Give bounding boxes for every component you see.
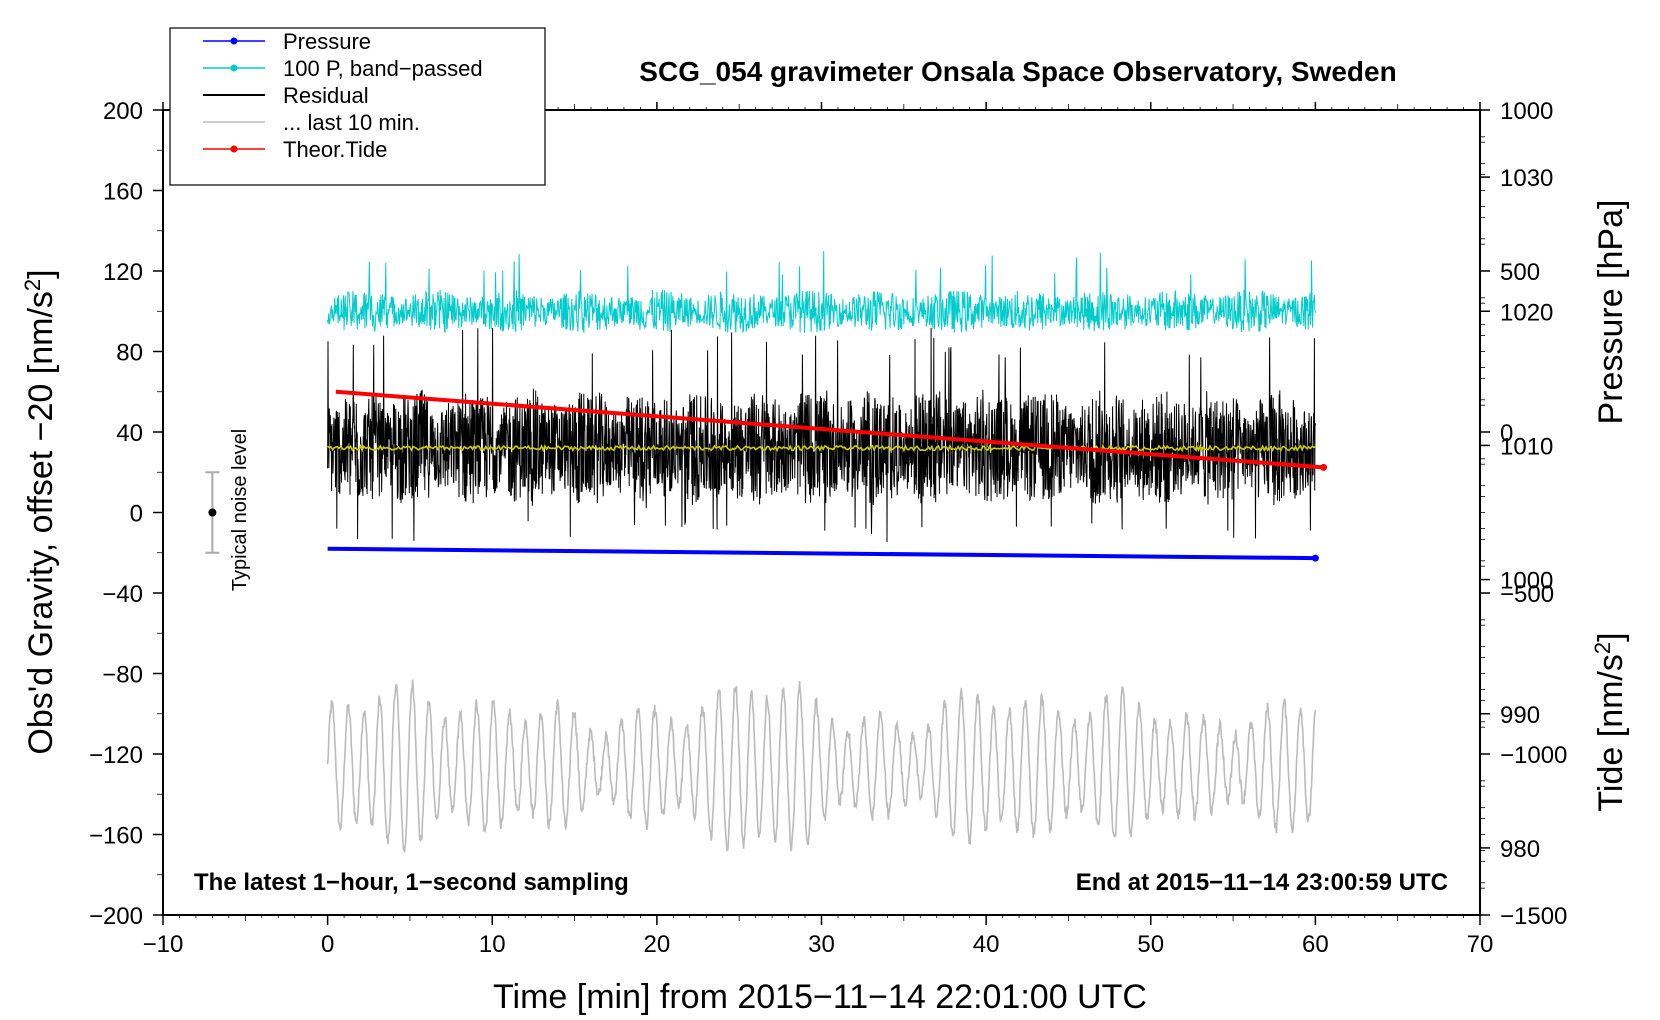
y-tick-label-7: −80 [102,662,143,689]
legend-label-2: Residual [283,83,369,108]
chart-title: SCG_054 gravimeter Onsala Space Observat… [639,56,1396,87]
noise-level-indicator [205,471,220,554]
y-tick-label-1: 160 [103,179,143,206]
series-pressure-bandpassed [327,251,1316,334]
legend-marker-1 [230,64,238,72]
y-axis-label-tide: Tide [nm/s2] [1590,632,1630,811]
pressure-tick-label-3: 1000 [1500,568,1553,595]
tick-layer: −10 0 10 20 30 40 50 60 7020016012080400−40−80−1… [89,98,1567,958]
y-tick-label-5: 0 [130,501,143,528]
y-axis-label-pressure: Pressure [hPa] [1592,200,1630,425]
noise-bar-center [208,508,217,517]
y-axis-label-left-sup: 2 [20,279,45,291]
legend-marker-4 [230,145,238,153]
data-layer [326,251,1328,853]
x-tick-label-6: 50 [1137,931,1164,958]
x-axis-label: Time [min] from 2015−11−14 22:01:00 UTC [493,978,1147,1016]
legend-marker-0 [230,37,238,45]
tide-tick-label-4: −1000 [1500,742,1567,769]
y-tick-label-4: 40 [116,420,143,447]
y-axis-label-left: Obs'd Gravity, offset −20 [nm/s2] [20,269,60,754]
y-axis-label-left-end: ] [22,269,60,278]
tide-tick-label-3: −500 [1500,581,1554,608]
series-tide-endpoint [1320,463,1328,471]
series-pressure-endpoint [1311,554,1319,562]
pressure-tick-label-0: 1030 [1500,165,1553,192]
y-tick-label-0: 200 [103,98,143,125]
y-tick-label-6: −40 [102,581,143,608]
annotation-sampling: The latest 1−hour, 1−second sampling [194,869,629,896]
series-residual-mean [327,443,1316,453]
y-tick-label-2: 120 [103,259,143,286]
pressure-tick-label-5: 980 [1500,836,1540,863]
y-tick-label-8: −120 [89,742,143,769]
x-tick-label-2: 10 [479,931,506,958]
series-residual [327,327,1316,543]
x-tick-label-5: 40 [973,931,1000,958]
y-axis-label-tide-sup: 2 [1590,642,1615,654]
noise-level-label: Typical noise level [229,429,251,591]
x-tick-label-3: 20 [644,931,671,958]
pressure-tick-label-2: 1010 [1500,433,1553,460]
tide-tick-label-2: 0 [1500,420,1513,447]
x-tick-label-1: 0 [321,931,334,958]
legend-box [169,27,546,186]
x-tick-label-8: 70 [1467,931,1494,958]
y-axis-label-left-main: Obs'd Gravity, offset −20 [nm/s [22,291,60,754]
tide-tick-label-5: −1500 [1500,903,1567,930]
y-tick-label-3: 80 [116,340,143,367]
tide-tick-label-1: 500 [1500,259,1540,286]
legend-label-1: 100 P, band−passed [283,56,483,81]
x-tick-label-7: 60 [1302,931,1329,958]
y-tick-label-10: −200 [89,903,143,930]
y-axis-label-tide-end: ] [1592,632,1630,641]
x-tick-label-4: 30 [808,931,835,958]
series-pressure [327,546,1316,561]
y-tick-label-9: −160 [89,823,143,850]
x-tick-label-0: −10 [143,931,184,958]
series-last-10-min [326,679,1317,853]
annotation-end-time: End at 2015−11−14 23:00:59 UTC [1076,869,1448,896]
legend-label-3: ... last 10 min. [283,110,420,135]
pressure-tick-label-4: 990 [1500,702,1540,729]
tide-tick-label-0: 1000 [1500,98,1553,125]
series-theoretical-tide [335,389,1324,470]
pressure-tick-label-1: 1020 [1500,299,1553,326]
legend-label-4: Theor.Tide [283,137,387,162]
legend-label-0: Pressure [283,29,371,54]
y-axis-label-tide-main: Tide [nm/s [1592,654,1630,811]
